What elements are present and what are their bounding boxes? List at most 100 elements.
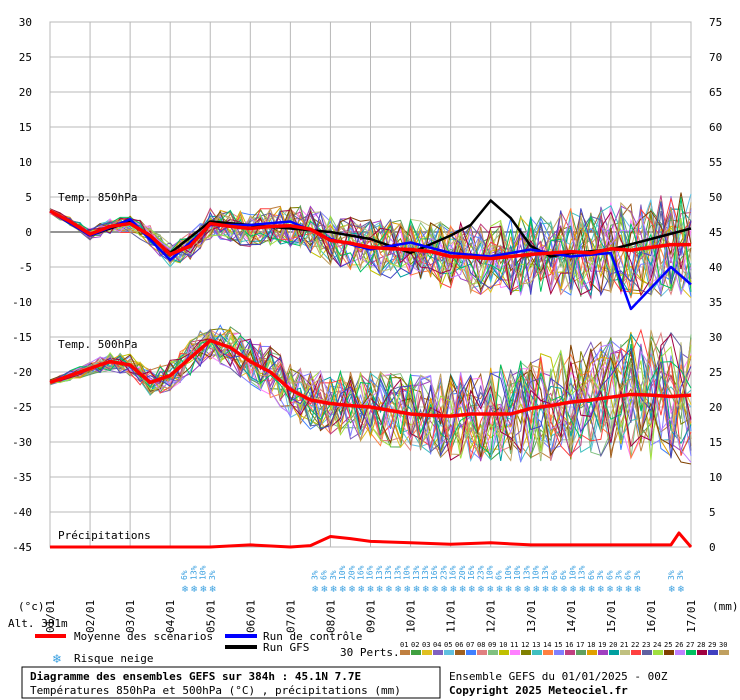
snowflake-icon: ❄ (459, 585, 467, 595)
pert-number: 14 (543, 641, 551, 649)
snowflake-icon: ❄ (496, 585, 504, 595)
left-tick-label: -40 (12, 506, 32, 519)
snow-risk-label: 10% (513, 565, 522, 580)
pert-swatch (565, 650, 575, 655)
right-tick-label: 10 (709, 471, 722, 484)
snowflake-icon: ❄ (533, 585, 541, 595)
pert-number: 26 (675, 641, 683, 649)
snowflake-icon: ❄ (615, 585, 623, 595)
snowflake-icon: ❄ (560, 585, 568, 595)
pert-swatch (433, 650, 443, 655)
snow-risk-label: 16% (449, 565, 458, 580)
footer-title: Diagramme des ensembles GEFS sur 384h : … (30, 670, 361, 683)
panel-label-t500: Temp. 500hPa (58, 338, 137, 351)
left-tick-label: 15 (19, 121, 32, 134)
right-axis-unit: (mm) (712, 600, 739, 613)
pert-number: 11 (510, 641, 518, 649)
left-axis-ticks: 30 25 20 15 10 5 0 -5 -10 -15 -20 -25 -30 -35 -40 -45 (12, 16, 32, 554)
pert-number: 01 (400, 641, 408, 649)
snowflake-icon: ❄ (625, 585, 633, 595)
left-tick-label: -10 (12, 296, 32, 309)
snowflake-icon: ❄ (200, 585, 208, 595)
pert-swatch (543, 650, 553, 655)
pert-swatch (697, 650, 707, 655)
pert-number: 09 (488, 641, 496, 649)
member-500 (49, 331, 692, 462)
snow-risk-label: 6% (559, 570, 568, 580)
snowflake-icon: ❄ (422, 585, 430, 595)
x-tick-label: 12/01 (485, 600, 498, 633)
pert-swatch (686, 650, 696, 655)
x-tick-label: 04/01 (164, 600, 177, 633)
pert-number: 27 (686, 641, 694, 649)
snowflake-icon: ❄ (677, 585, 685, 595)
right-tick-label: 30 (709, 331, 722, 344)
left-tick-label: -5 (19, 261, 32, 274)
snowflake-icon: ❄ (311, 585, 319, 595)
right-tick-label: 15 (709, 436, 722, 449)
snowflake-icon: ❄ (569, 585, 577, 595)
snowflake-icon: ❄ (413, 585, 421, 595)
pert-number: 10 (499, 641, 507, 649)
pert-swatch (400, 650, 410, 655)
legend-snow-label: Risque neige (74, 652, 153, 665)
pert-swatch (422, 650, 432, 655)
snow-risk-label: 20% (347, 565, 356, 580)
footer-subtitle: Températures 850hPa et 500hPa (°C) , pré… (30, 684, 401, 697)
pert-swatch (609, 650, 619, 655)
pert-number: 24 (653, 641, 661, 649)
pert-number: 22 (631, 641, 639, 649)
snow-risk-label: 6% (180, 570, 189, 580)
snow-risk-label: 13% (393, 565, 402, 580)
snowflake-icon: ❄ (385, 585, 393, 595)
pert-number: 19 (598, 641, 606, 649)
panel-label-t850: Temp. 850hPa (58, 191, 137, 204)
right-tick-label: 70 (709, 51, 722, 64)
snow-risk-label: 16% (366, 565, 375, 580)
pert-swatch (510, 650, 520, 655)
x-tick-label: 15/01 (605, 600, 618, 633)
pert-number: 23 (642, 641, 650, 649)
snow-risk-label: 6% (605, 570, 614, 580)
snow-risk-label: 13% (541, 565, 550, 580)
control-850-line (49, 209, 692, 311)
pert-swatch (576, 650, 586, 655)
snow-risk-label: 3% (614, 570, 623, 580)
snow-risk-label: 16% (430, 565, 439, 580)
pert-swatch (598, 650, 608, 655)
pert-number: 25 (664, 641, 672, 649)
snow-risk-label: 10% (568, 565, 577, 580)
snow-risk-label: 10% (338, 565, 347, 580)
pert-number: 03 (422, 641, 430, 649)
snow-risk-label: 10% (532, 565, 541, 580)
snow-risk-label: 13% (189, 565, 198, 580)
left-tick-label: 25 (19, 51, 32, 64)
pert-number: 02 (411, 641, 419, 649)
pert-swatch (411, 650, 421, 655)
member-850 (49, 201, 692, 295)
pert-swatch (620, 650, 630, 655)
snowflake-icon: ❄ (551, 585, 559, 595)
snow-risk-label: 13% (421, 565, 430, 580)
legend-gfs-label: Run GFS (263, 641, 309, 654)
pert-number: 07 (466, 641, 474, 649)
pert-swatch (488, 650, 498, 655)
x-tick-label: 02/01 (84, 600, 97, 633)
x-tick-label: 07/01 (284, 600, 297, 633)
pert-number: 21 (620, 641, 628, 649)
member-500 (49, 329, 692, 462)
panel-label-precip: Précipitations (58, 529, 151, 542)
left-tick-label: -20 (12, 366, 32, 379)
snowflake-icon: ❄ (514, 585, 522, 595)
snowflake-icon: ❄ (52, 652, 62, 666)
left-tick-label: -15 (12, 331, 32, 344)
member-500 (49, 334, 692, 463)
x-tick-label: 17/01 (685, 600, 698, 633)
snowflake-icon: ❄ (668, 585, 676, 595)
snowflake-icon: ❄ (404, 585, 412, 595)
pert-number: 05 (444, 641, 452, 649)
pert-swatch (499, 650, 509, 655)
snow-risk-label: 6% (320, 570, 329, 580)
snow-risk-label: 13% (578, 565, 587, 580)
